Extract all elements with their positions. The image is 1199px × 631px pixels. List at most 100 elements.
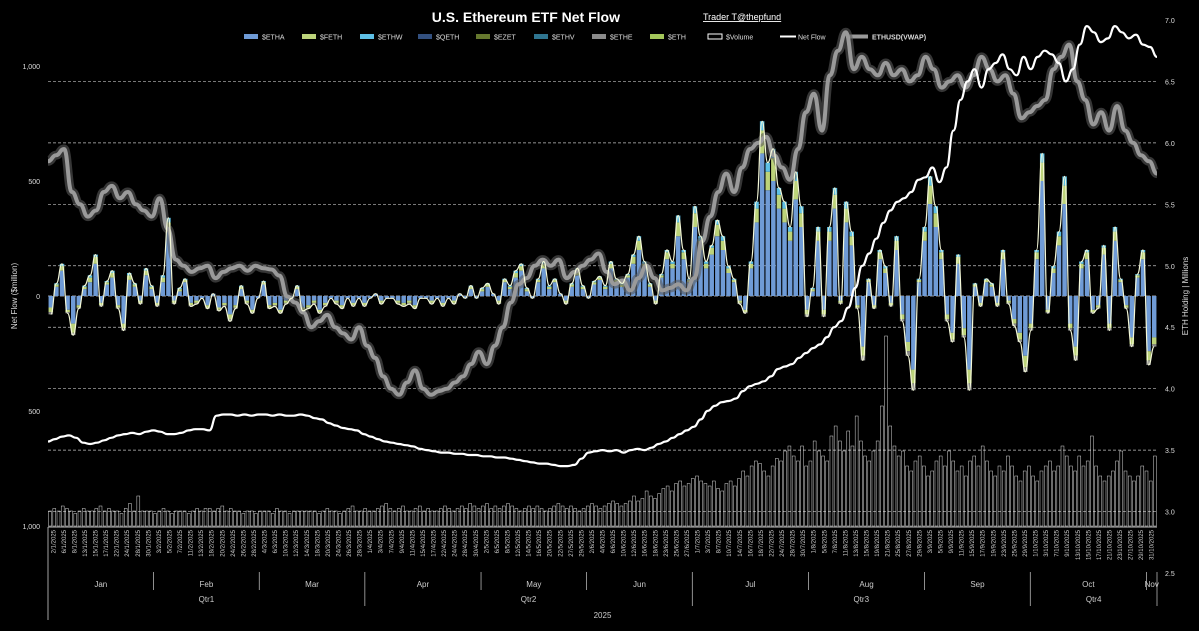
date-label-55: 12/6/2025 (632, 529, 638, 556)
etha-bar-7 (87, 282, 93, 296)
volume-bar-17 (119, 513, 124, 527)
etha-bar-94 (575, 275, 580, 296)
etha-bar-72 (451, 296, 457, 301)
other-bar-4 (70, 332, 76, 336)
volume-bar-35 (195, 508, 199, 527)
volume-bar-189 (842, 450, 846, 527)
date-label-27: 24/3/2025 (337, 529, 343, 556)
feth-bar-10 (104, 282, 110, 285)
volume-bar-206 (913, 460, 918, 527)
volume-bar-255 (1119, 450, 1124, 527)
volume-bar-223 (985, 460, 989, 527)
feth-bar-145 (860, 346, 866, 356)
date-label-51: 2/6/2025 (590, 529, 596, 553)
feth-bar-77 (479, 289, 485, 292)
other-bar-89 (547, 285, 552, 287)
volume-bar-257 (1127, 475, 1132, 527)
volume-bar-47 (245, 510, 250, 527)
chart-credit[interactable]: Trader T@thepfund (703, 12, 781, 22)
etha-bar-148 (877, 259, 882, 296)
left-tick-2: 0 (36, 294, 40, 301)
left-axis-ticks: 1,000 500 0 500 1,000 (22, 64, 40, 531)
volume-bar-115 (531, 508, 535, 527)
etha-bar-1 (54, 286, 59, 296)
etha-bar-197 (1151, 296, 1157, 338)
volume-bar-194 (863, 455, 867, 527)
volume-bar-114 (527, 505, 531, 527)
date-label-37: 22/4/2025 (442, 529, 448, 556)
feth-bar-119 (715, 224, 720, 237)
etha-bar-49 (323, 296, 328, 303)
feth-bar-98 (597, 277, 602, 280)
feth-bar-13 (121, 323, 126, 329)
feth-bar-142 (843, 208, 849, 223)
volume-bar-56 (283, 510, 288, 527)
volume-bar-103 (481, 505, 485, 527)
volume-bar-0 (48, 510, 52, 527)
etha-bar-149 (883, 273, 888, 296)
legend-label-4: $EZET (494, 35, 517, 42)
date-label-94: 3/10/2025 (1044, 529, 1050, 556)
other-bar-17 (143, 268, 149, 271)
other-bar-153 (905, 351, 910, 356)
etha-bar-8 (93, 263, 98, 296)
month-label-6: Jul (745, 580, 755, 589)
volume-bar-154 (695, 475, 699, 527)
volume-bar-74 (359, 510, 363, 527)
etha-bar-138 (821, 296, 826, 310)
other-bar-194 (1135, 274, 1140, 276)
volume-bar-65 (321, 510, 325, 527)
other-bar-75 (468, 285, 474, 287)
feth-bar-25 (188, 302, 194, 306)
date-label-79: 21/8/2025 (886, 529, 892, 556)
feth-bar-131 (782, 208, 787, 223)
date-label-45: 14/5/2025 (527, 529, 533, 556)
legend-swatch-7 (650, 34, 664, 39)
volume-bar-171 (766, 475, 771, 527)
volume-bar-162 (728, 480, 733, 527)
volume-bar-72 (350, 505, 355, 527)
quarter-label-1: Qtr2 (521, 595, 537, 604)
volume-bar-104 (485, 503, 489, 527)
volume-bar-66 (325, 508, 330, 527)
volume-bar-36 (199, 510, 204, 527)
other-bar-2 (59, 263, 65, 267)
volume-bar-221 (976, 465, 981, 527)
etha-bar-182 (1067, 296, 1073, 324)
etha-bar-169 (995, 296, 1000, 303)
other-bar-143 (849, 231, 854, 237)
feth-bar-16 (138, 300, 143, 303)
etha-bar-118 (709, 254, 714, 296)
etha-bar-144 (855, 296, 860, 306)
date-label-97: 13/10/2025 (1076, 529, 1082, 560)
volume-bar-44 (233, 510, 237, 527)
other-bar-156 (922, 227, 927, 232)
other-bar-113 (681, 250, 686, 253)
etha-bar-143 (849, 245, 854, 296)
volume-bar-145 (657, 493, 661, 527)
month-label-9: Oct (1082, 580, 1095, 589)
other-bar-186 (1090, 312, 1095, 314)
volume-bar-208 (922, 465, 926, 527)
date-label-90: 23/9/2025 (1002, 529, 1008, 556)
volume-bar-149 (674, 483, 678, 527)
volume-bar-253 (1111, 470, 1115, 527)
other-bar-3 (65, 312, 70, 314)
volume-bar-45 (237, 510, 241, 527)
other-bar-159 (939, 250, 944, 253)
other-bar-77 (479, 287, 485, 290)
volume-bar-205 (909, 470, 913, 527)
other-bar-142 (843, 201, 849, 209)
volume-bar-85 (405, 510, 409, 527)
other-bar-163 (961, 335, 967, 338)
volume-bar-160 (720, 490, 724, 527)
feth-bar-93 (569, 284, 574, 287)
etha-bar-24 (182, 282, 188, 296)
feth-bar-160 (944, 314, 950, 319)
volume-bar-6 (73, 513, 78, 527)
right-tick-1: 3.0 (1165, 510, 1175, 517)
month-label-1: Feb (200, 580, 214, 589)
volume-bar-216 (955, 470, 960, 527)
other-bar-145 (860, 355, 866, 361)
volume-bar-140 (636, 500, 640, 527)
